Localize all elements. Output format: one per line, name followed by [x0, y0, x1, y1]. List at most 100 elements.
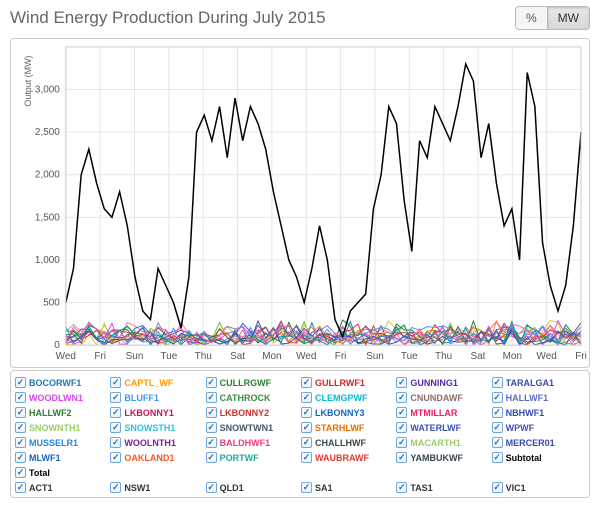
legend-item-challhwf[interactable]: ✓CHALLHWF	[301, 437, 394, 448]
legend-item-taralga1[interactable]: ✓TARALGA1	[492, 377, 585, 388]
legend-item-cnundawf[interactable]: ✓CNUNDAWF	[396, 392, 489, 403]
checkbox-icon[interactable]: ✓	[396, 482, 407, 493]
checkbox-icon[interactable]: ✓	[492, 407, 503, 418]
legend-item-snowsth1[interactable]: ✓SNOWSTH1	[110, 422, 203, 433]
legend-item-lkbonny1[interactable]: ✓LKBONNY1	[110, 407, 203, 418]
legend-label: SNOWTWN1	[220, 423, 274, 433]
checkbox-icon[interactable]: ✓	[15, 392, 26, 403]
legend-item-starhlwf[interactable]: ✓STARHLWF	[301, 422, 394, 433]
mw-button[interactable]: MW	[547, 7, 589, 29]
svg-text:Wed: Wed	[296, 351, 316, 362]
legend-item-snowtwn1[interactable]: ✓SNOWTWN1	[206, 422, 299, 433]
checkbox-icon[interactable]: ✓	[301, 482, 312, 493]
checkbox-icon[interactable]: ✓	[396, 437, 407, 448]
legend-item-waterlwf[interactable]: ✓WATERLWF	[396, 422, 489, 433]
checkbox-icon[interactable]: ✓	[15, 407, 26, 418]
checkbox-icon[interactable]: ✓	[301, 437, 312, 448]
checkbox-icon[interactable]: ✓	[396, 422, 407, 433]
checkbox-icon[interactable]: ✓	[492, 437, 503, 448]
legend-item-act1[interactable]: ✓ACT1	[15, 482, 108, 493]
checkbox-icon[interactable]: ✓	[110, 452, 121, 463]
legend-item-clemgpwf[interactable]: ✓CLEMGPWF	[301, 392, 394, 403]
legend-item-total[interactable]: ✓Total	[15, 467, 108, 478]
checkbox-icon[interactable]: ✓	[15, 482, 26, 493]
checkbox-icon[interactable]: ✓	[396, 377, 407, 388]
legend-item-woodlwn1[interactable]: ✓WOODLWN1	[15, 392, 108, 403]
legend-item-qld1[interactable]: ✓QLD1	[206, 482, 299, 493]
legend-item-vic1[interactable]: ✓VIC1	[492, 482, 585, 493]
legend-item-nbhwf1[interactable]: ✓NBHWF1	[492, 407, 585, 418]
legend-item-waubrawf[interactable]: ✓WAUBRAWF	[301, 452, 394, 463]
checkbox-icon[interactable]: ✓	[492, 392, 503, 403]
legend-item-oakland1[interactable]: ✓OAKLAND1	[110, 452, 203, 463]
checkbox-icon[interactable]: ✓	[110, 377, 121, 388]
checkbox-icon[interactable]: ✓	[110, 392, 121, 403]
legend-label: LKBONNY1	[124, 408, 174, 418]
checkbox-icon[interactable]: ✓	[110, 437, 121, 448]
legend-item-bocorwf1[interactable]: ✓BOCORWF1	[15, 377, 108, 388]
checkbox-icon[interactable]: ✓	[206, 392, 217, 403]
checkbox-icon[interactable]: ✓	[301, 407, 312, 418]
legend-item-mtmillar[interactable]: ✓MTMILLAR	[396, 407, 489, 418]
checkbox-icon[interactable]: ✓	[110, 422, 121, 433]
checkbox-icon[interactable]: ✓	[15, 437, 26, 448]
legend-item-wpwf[interactable]: ✓WPWF	[492, 422, 585, 433]
legend-item-portwf[interactable]: ✓PORTWF	[206, 452, 299, 463]
checkbox-icon[interactable]: ✓	[492, 422, 503, 433]
svg-text:Thu: Thu	[435, 351, 452, 362]
legend-item-baldhwf1[interactable]: ✓BALDHWF1	[206, 437, 299, 448]
checkbox-icon[interactable]: ✓	[15, 377, 26, 388]
checkbox-icon[interactable]: ✓	[492, 482, 503, 493]
checkbox-icon[interactable]: ✓	[15, 452, 26, 463]
legend-item-gunning1[interactable]: ✓GUNNING1	[396, 377, 489, 388]
legend-item-woolnth1[interactable]: ✓WOOLNTH1	[110, 437, 203, 448]
legend-item-cullrgwf[interactable]: ✓CULLRGWF	[206, 377, 299, 388]
checkbox-icon[interactable]: ✓	[206, 437, 217, 448]
legend-item-captl_wf[interactable]: ✓CAPTL_WF	[110, 377, 203, 388]
legend-label: MLWF1	[29, 453, 61, 463]
svg-text:1,000: 1,000	[35, 255, 60, 266]
checkbox-icon[interactable]: ✓	[110, 407, 121, 418]
legend-item-macarth1[interactable]: ✓MACARTH1	[396, 437, 489, 448]
legend-item-subtotal[interactable]: ✓Subtotal	[492, 452, 585, 463]
checkbox-icon[interactable]: ✓	[206, 407, 217, 418]
checkbox-icon[interactable]: ✓	[396, 407, 407, 418]
percent-button[interactable]: %	[516, 7, 547, 29]
legend-item-nsw1[interactable]: ✓NSW1	[110, 482, 203, 493]
legend-label: TAS1	[410, 483, 432, 493]
legend-item-bluff1[interactable]: ✓BLUFF1	[110, 392, 203, 403]
checkbox-icon[interactable]: ✓	[110, 482, 121, 493]
legend-item-lkbonny3[interactable]: ✓LKBONNY3	[301, 407, 394, 418]
checkbox-icon[interactable]: ✓	[396, 392, 407, 403]
checkbox-icon[interactable]: ✓	[301, 377, 312, 388]
checkbox-icon[interactable]: ✓	[206, 377, 217, 388]
checkbox-icon[interactable]: ✓	[301, 392, 312, 403]
legend-item-yambukwf[interactable]: ✓YAMBUKWF	[396, 452, 489, 463]
checkbox-icon[interactable]: ✓	[301, 452, 312, 463]
legend-item-sa1[interactable]: ✓SA1	[301, 482, 394, 493]
legend-item-mlwf1[interactable]: ✓MLWF1	[15, 452, 108, 463]
checkbox-icon[interactable]: ✓	[15, 467, 26, 478]
legend-label: CNUNDAWF	[410, 393, 463, 403]
checkbox-icon[interactable]: ✓	[301, 422, 312, 433]
legend-item-musselr1[interactable]: ✓MUSSELR1	[15, 437, 108, 448]
checkbox-icon[interactable]: ✓	[396, 452, 407, 463]
legend-item-snownth1[interactable]: ✓SNOWNTH1	[15, 422, 108, 433]
checkbox-icon[interactable]: ✓	[492, 377, 503, 388]
checkbox-icon[interactable]: ✓	[492, 452, 503, 463]
checkbox-icon[interactable]: ✓	[206, 422, 217, 433]
legend-item-mercer01[interactable]: ✓MERCER01	[492, 437, 585, 448]
svg-text:Fri: Fri	[94, 351, 106, 362]
legend-item-tas1[interactable]: ✓TAS1	[396, 482, 489, 493]
checkbox-icon[interactable]: ✓	[15, 422, 26, 433]
checkbox-icon[interactable]: ✓	[206, 452, 217, 463]
legend-item-hallwf2[interactable]: ✓HALLWF2	[15, 407, 108, 418]
legend-item-gullrwf1[interactable]: ✓GULLRWF1	[301, 377, 394, 388]
svg-text:3,000: 3,000	[35, 85, 60, 96]
checkbox-icon[interactable]: ✓	[206, 482, 217, 493]
legend-item-cathrock[interactable]: ✓CATHROCK	[206, 392, 299, 403]
chart-area: 05001,0001,5002,0002,5003,000WedFriSunTu…	[10, 38, 590, 368]
legend-item-lkbonny2[interactable]: ✓LKBONNY2	[206, 407, 299, 418]
legend-item-hallwf1[interactable]: ✓HALLWF1	[492, 392, 585, 403]
svg-text:500: 500	[43, 298, 60, 309]
